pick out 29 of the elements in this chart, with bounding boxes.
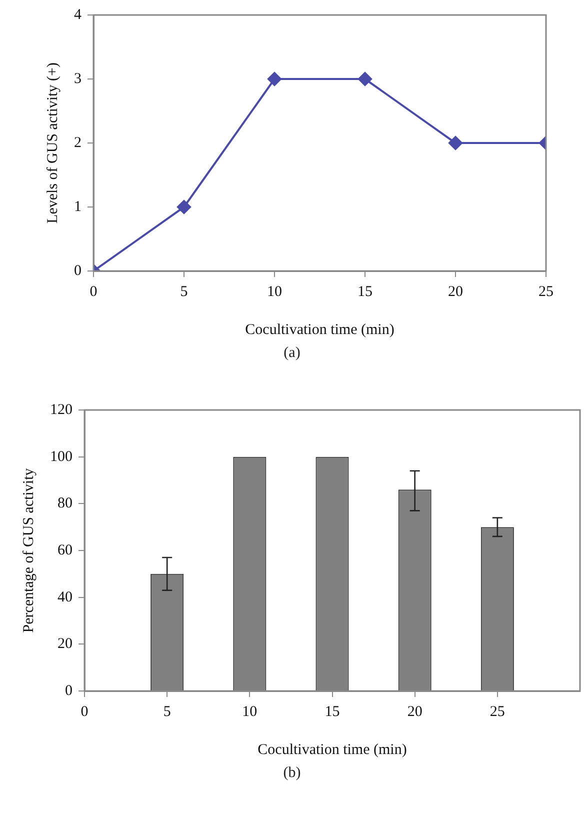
y-tick-label: 80 bbox=[58, 496, 72, 512]
x-axis-title: Cocultivation time (min) bbox=[245, 322, 394, 338]
y-tick-label: 4 bbox=[74, 6, 82, 23]
x-axis-title: Cocultivation time (min) bbox=[258, 742, 407, 758]
y-tick-label: 2 bbox=[74, 134, 82, 151]
x-tick-label: 10 bbox=[242, 704, 258, 720]
x-tick-label: 0 bbox=[90, 284, 98, 300]
x-tick-label: 10 bbox=[267, 284, 282, 300]
y-tick-label: 0 bbox=[65, 682, 72, 699]
y-axis-title: Percentage of GUS activity bbox=[20, 468, 37, 633]
y-tick-label: 0 bbox=[74, 262, 82, 279]
x-tick-label: 25 bbox=[538, 284, 554, 300]
x-tick-label: 5 bbox=[180, 284, 188, 300]
y-tick-label: 1 bbox=[74, 198, 82, 215]
y-tick-label: 120 bbox=[50, 402, 72, 418]
y-tick-label: 60 bbox=[58, 542, 72, 558]
x-tick-label: 15 bbox=[324, 704, 340, 720]
text: (b) bbox=[282, 765, 302, 782]
y-tick-label: 3 bbox=[74, 70, 82, 87]
text: (a) bbox=[282, 345, 302, 362]
x-tick-label: 20 bbox=[407, 704, 422, 720]
x-tick-label: 15 bbox=[358, 284, 372, 300]
y-tick-label: 100 bbox=[50, 448, 72, 465]
x-tick-label: 25 bbox=[490, 704, 505, 720]
x-tick-label: 5 bbox=[163, 704, 171, 720]
y-axis-title: Levels of GUS activity (+) bbox=[44, 62, 61, 224]
y-tick-label: 20 bbox=[58, 636, 72, 652]
y-tick-label: 40 bbox=[58, 589, 72, 606]
x-tick-label: 20 bbox=[448, 284, 463, 300]
